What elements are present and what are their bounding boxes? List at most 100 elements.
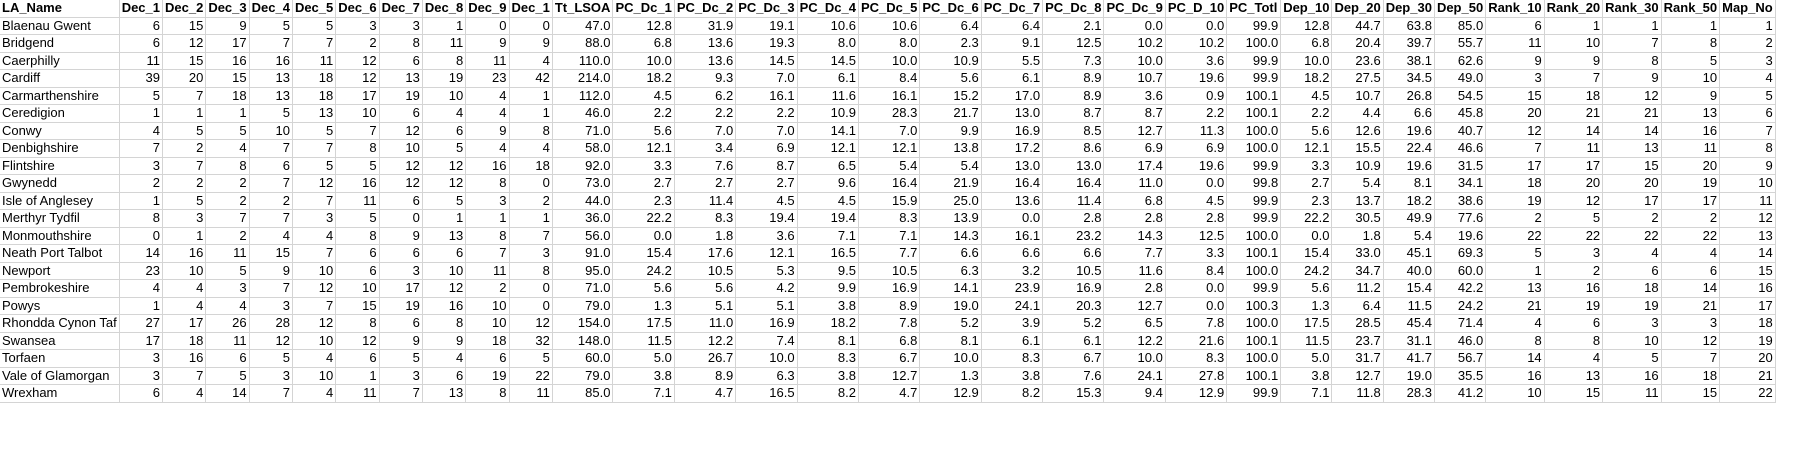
data-cell[interactable]: 17 — [1719, 297, 1776, 315]
data-cell[interactable]: 15 — [205, 69, 250, 88]
data-cell[interactable]: 13 — [379, 69, 423, 88]
data-cell[interactable]: 9 — [1719, 157, 1776, 175]
data-cell[interactable]: 42.2 — [1434, 279, 1487, 298]
data-cell[interactable]: 2.7 — [735, 174, 798, 193]
data-cell[interactable]: 6.9 — [1103, 139, 1166, 158]
data-cell[interactable]: 46.6 — [1434, 139, 1487, 158]
data-cell[interactable]: 99.9 — [1226, 384, 1282, 403]
data-cell[interactable]: 13 — [422, 384, 467, 403]
data-cell[interactable]: 46.0 — [1434, 332, 1487, 350]
data-cell[interactable]: 11 — [1602, 384, 1662, 403]
data-cell[interactable]: 11 — [422, 34, 467, 53]
data-cell[interactable]: 0.0 — [1165, 17, 1228, 35]
data-cell[interactable]: 5.3 — [735, 262, 798, 280]
data-cell[interactable]: 8.0 — [858, 34, 921, 53]
data-cell[interactable]: 10.0 — [1103, 349, 1166, 368]
column-header[interactable]: PC_Dc_8 — [1042, 0, 1105, 18]
data-cell[interactable]: 16.9 — [735, 314, 798, 333]
data-cell[interactable]: 1.3 — [612, 297, 675, 315]
data-cell[interactable]: 3 — [292, 209, 337, 228]
data-cell[interactable]: 5 — [205, 262, 250, 280]
data-cell[interactable]: 3 — [1719, 52, 1776, 70]
data-cell[interactable]: 5 — [1719, 87, 1776, 105]
la-name-cell[interactable]: Merthyr Tydfil — [0, 209, 120, 228]
data-cell[interactable]: 5 — [249, 104, 293, 123]
data-cell[interactable]: 15.9 — [858, 192, 921, 210]
data-cell[interactable]: 2.3 — [1280, 192, 1333, 210]
data-cell[interactable]: 8 — [465, 174, 510, 193]
data-cell[interactable]: 5 — [162, 192, 207, 210]
data-cell[interactable]: 8 — [509, 122, 553, 140]
data-cell[interactable]: 12 — [1485, 122, 1545, 140]
data-cell[interactable]: 11 — [465, 262, 510, 280]
data-cell[interactable]: 148.0 — [552, 332, 614, 350]
data-cell[interactable]: 56.7 — [1434, 349, 1487, 368]
la-name-cell[interactable]: Ceredigion — [0, 104, 120, 123]
data-cell[interactable]: 14 — [1485, 349, 1545, 368]
data-cell[interactable]: 10 — [335, 104, 380, 123]
data-cell[interactable]: 19 — [422, 69, 467, 88]
data-cell[interactable]: 22 — [1544, 227, 1604, 245]
data-cell[interactable]: 2.2 — [674, 104, 737, 123]
column-header[interactable]: PC_Dc_5 — [858, 0, 921, 18]
data-cell[interactable]: 17.2 — [981, 139, 1044, 158]
data-cell[interactable]: 12 — [162, 34, 207, 53]
column-header[interactable]: PC_Dc_3 — [735, 0, 798, 18]
data-cell[interactable]: 15 — [1602, 157, 1662, 175]
data-cell[interactable]: 18.2 — [612, 69, 675, 88]
data-cell[interactable]: 32 — [509, 332, 553, 350]
data-cell[interactable]: 2 — [1544, 262, 1604, 280]
data-cell[interactable]: 3 — [1661, 314, 1721, 333]
data-cell[interactable]: 13.9 — [919, 209, 982, 228]
data-cell[interactable]: 22 — [1485, 227, 1545, 245]
data-cell[interactable]: 24.1 — [981, 297, 1044, 315]
data-cell[interactable]: 19.0 — [1383, 367, 1435, 385]
data-cell[interactable]: 4 — [249, 227, 293, 245]
data-cell[interactable]: 10 — [422, 87, 467, 105]
data-cell[interactable]: 5.6 — [1280, 122, 1333, 140]
data-cell[interactable]: 12.1 — [797, 139, 859, 158]
data-cell[interactable]: 16 — [205, 52, 250, 70]
data-cell[interactable]: 22 — [1719, 384, 1776, 403]
data-cell[interactable]: 7 — [379, 384, 423, 403]
data-cell[interactable]: 5 — [162, 122, 207, 140]
data-cell[interactable]: 14.5 — [797, 52, 859, 70]
data-cell[interactable]: 6.6 — [981, 244, 1044, 263]
data-cell[interactable]: 5 — [1544, 209, 1604, 228]
data-cell[interactable]: 54.5 — [1434, 87, 1487, 105]
data-cell[interactable]: 7 — [292, 34, 337, 53]
data-cell[interactable]: 71.4 — [1434, 314, 1487, 333]
data-cell[interactable]: 100.0 — [1226, 139, 1282, 158]
data-cell[interactable]: 7.6 — [674, 157, 737, 175]
data-cell[interactable]: 6.9 — [1165, 139, 1228, 158]
data-cell[interactable]: 10 — [1485, 384, 1545, 403]
data-cell[interactable]: 7 — [1602, 34, 1662, 53]
data-cell[interactable]: 12.1 — [858, 139, 921, 158]
data-cell[interactable]: 17.6 — [674, 244, 737, 263]
data-cell[interactable]: 16 — [1719, 279, 1776, 298]
data-cell[interactable]: 7 — [1485, 139, 1545, 158]
la-name-cell[interactable]: Conwy — [0, 122, 120, 140]
data-cell[interactable]: 20.3 — [1042, 297, 1105, 315]
data-cell[interactable]: 16.4 — [981, 174, 1044, 193]
data-cell[interactable]: 2.8 — [1165, 209, 1228, 228]
data-cell[interactable]: 1 — [119, 104, 164, 123]
data-cell[interactable]: 19 — [1602, 297, 1662, 315]
data-cell[interactable]: 8 — [1602, 52, 1662, 70]
data-cell[interactable]: 5.1 — [735, 297, 798, 315]
data-cell[interactable]: 8.4 — [858, 69, 921, 88]
data-cell[interactable]: 7.1 — [1280, 384, 1333, 403]
data-cell[interactable]: 5 — [249, 17, 293, 35]
data-cell[interactable]: 100.1 — [1226, 87, 1282, 105]
data-cell[interactable]: 2 — [119, 174, 164, 193]
data-cell[interactable]: 17 — [335, 87, 380, 105]
data-cell[interactable]: 0.0 — [1280, 227, 1333, 245]
data-cell[interactable]: 3 — [119, 157, 164, 175]
data-cell[interactable]: 1 — [1602, 17, 1662, 35]
column-header[interactable]: PC_Dc_7 — [981, 0, 1044, 18]
data-cell[interactable]: 7.0 — [858, 122, 921, 140]
data-cell[interactable]: 11.6 — [797, 87, 859, 105]
data-cell[interactable]: 13.0 — [981, 104, 1044, 123]
data-cell[interactable]: 8.1 — [919, 332, 982, 350]
data-cell[interactable]: 13 — [1544, 367, 1604, 385]
